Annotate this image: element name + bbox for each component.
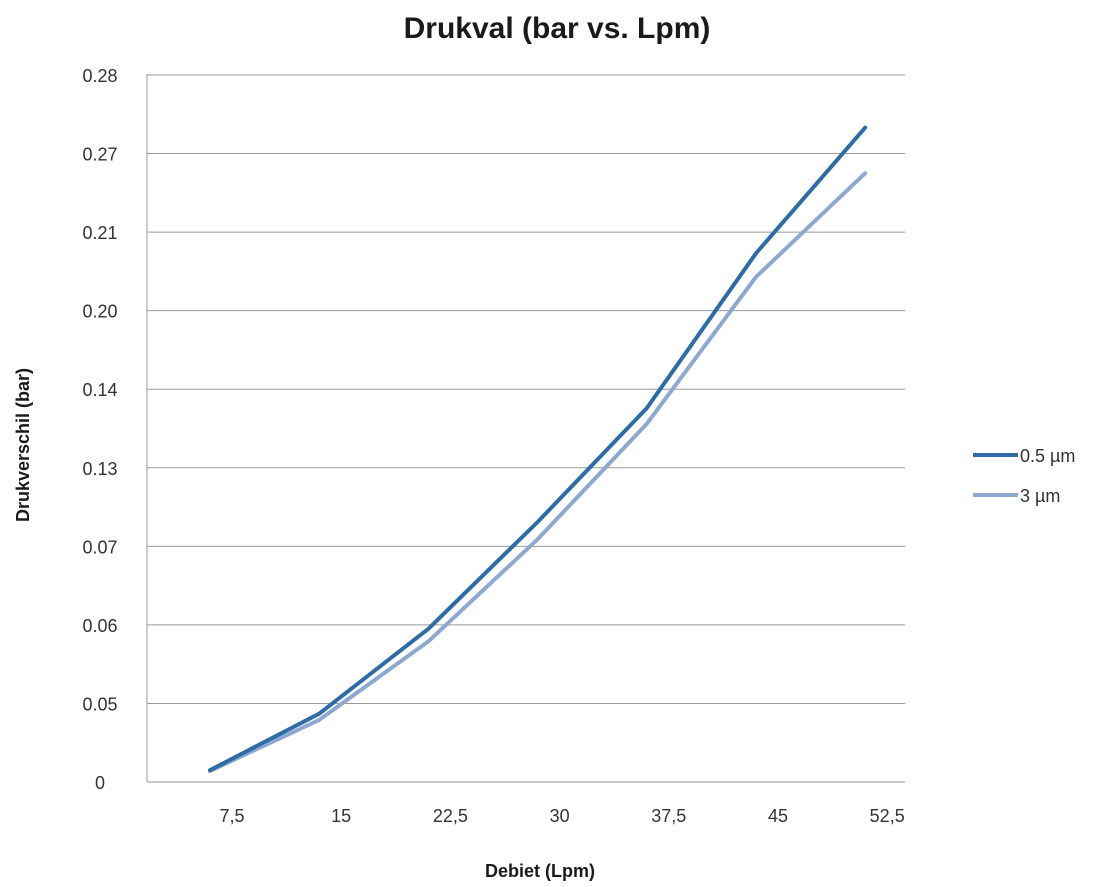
series-line: [208, 171, 868, 773]
y-tick-label: 0.06: [82, 616, 117, 636]
series-line: [208, 125, 868, 773]
legend-label: 3 µm: [1020, 486, 1060, 506]
gridlines: [146, 74, 905, 783]
y-tick-label: 0.13: [82, 459, 117, 479]
x-tick-label: 30: [550, 806, 570, 826]
y-tick-label: 0.21: [82, 223, 117, 243]
series-lines: [208, 125, 868, 773]
y-tick-label: 0.20: [82, 302, 117, 322]
y-tick-label: 0.27: [82, 145, 117, 165]
x-tick-labels: 7,5 15 22,5 30 37,5 45 52,5: [219, 806, 904, 826]
y-tick-label: 0.14: [82, 380, 117, 400]
x-tick-label: 52,5: [870, 806, 905, 826]
x-tick-label: 15: [331, 806, 351, 826]
legend-label: 0.5 µm: [1020, 446, 1075, 466]
y-tick-labels: 0 0.05 0.06 0.07 0.13 0.14 0.20 0.21 0.27 0.28: [82, 66, 117, 793]
x-axis-title: Debiet (Lpm): [485, 861, 595, 881]
y-tick-label: 0: [95, 773, 105, 793]
y-axis-title: Drukverschil (bar): [13, 368, 33, 522]
y-tick-label: 0.28: [82, 66, 117, 86]
chart-title: Drukval (bar vs. Lpm): [404, 12, 711, 45]
y-tick-label: 0.07: [82, 537, 117, 557]
x-tick-label: 22,5: [433, 806, 468, 826]
legend: 0.5 µm 3 µm: [973, 446, 1075, 506]
x-tick-label: 7,5: [219, 806, 244, 826]
x-tick-label: 37,5: [651, 806, 686, 826]
x-tick-label: 45: [768, 806, 788, 826]
y-tick-label: 0.05: [82, 694, 117, 714]
